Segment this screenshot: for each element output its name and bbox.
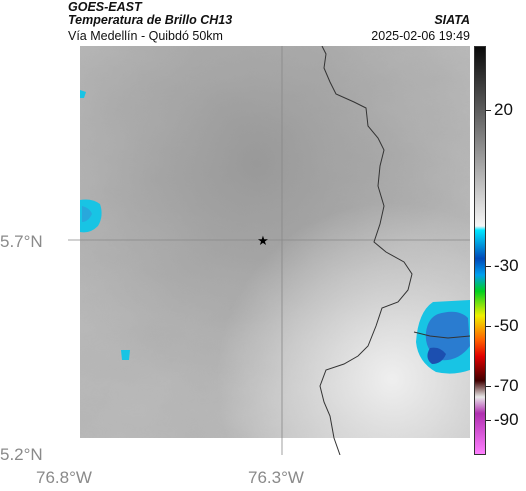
cold-cloud-tops — [80, 90, 470, 374]
route-label: Vía Medellín - Quibdó 50km — [68, 29, 223, 43]
colorbar-label-minus-90: -90 — [494, 410, 519, 429]
organization-name: SIATA — [434, 13, 470, 27]
satellite-map: ★ — [68, 46, 470, 455]
timestamp: 2025-02-06 19:49 — [371, 29, 470, 43]
colorbar-label-minus-30: -30 — [494, 256, 519, 275]
lat-label-5-7: 5.7°N — [0, 232, 43, 251]
lon-label-76-8: 76.8°W — [36, 468, 92, 487]
product-title: Temperatura de Brillo CH13 — [68, 13, 233, 27]
border-line — [319, 46, 413, 455]
satellite-name: GOES-EAST — [68, 0, 142, 14]
colorbar — [474, 46, 486, 455]
lat-label-5-2: 5.2°N — [0, 445, 43, 464]
colorbar-label-20: 20 — [494, 100, 513, 119]
star-icon: ★ — [257, 233, 269, 248]
border-line-east — [413, 331, 470, 339]
gridlines — [68, 46, 470, 455]
lon-label-76-3: 76.3°W — [248, 468, 304, 487]
colorbar-tick — [486, 420, 491, 421]
colorbar-tick — [486, 386, 491, 387]
colorbar-label-minus-70: -70 — [494, 376, 519, 395]
colorbar-tick — [486, 266, 491, 267]
colorbar-tick — [486, 110, 491, 111]
map-canvas: ★ — [68, 46, 470, 455]
colorbar-label-minus-50: -50 — [494, 316, 519, 335]
cloud-field — [80, 46, 470, 438]
colorbar-tick — [486, 326, 491, 327]
